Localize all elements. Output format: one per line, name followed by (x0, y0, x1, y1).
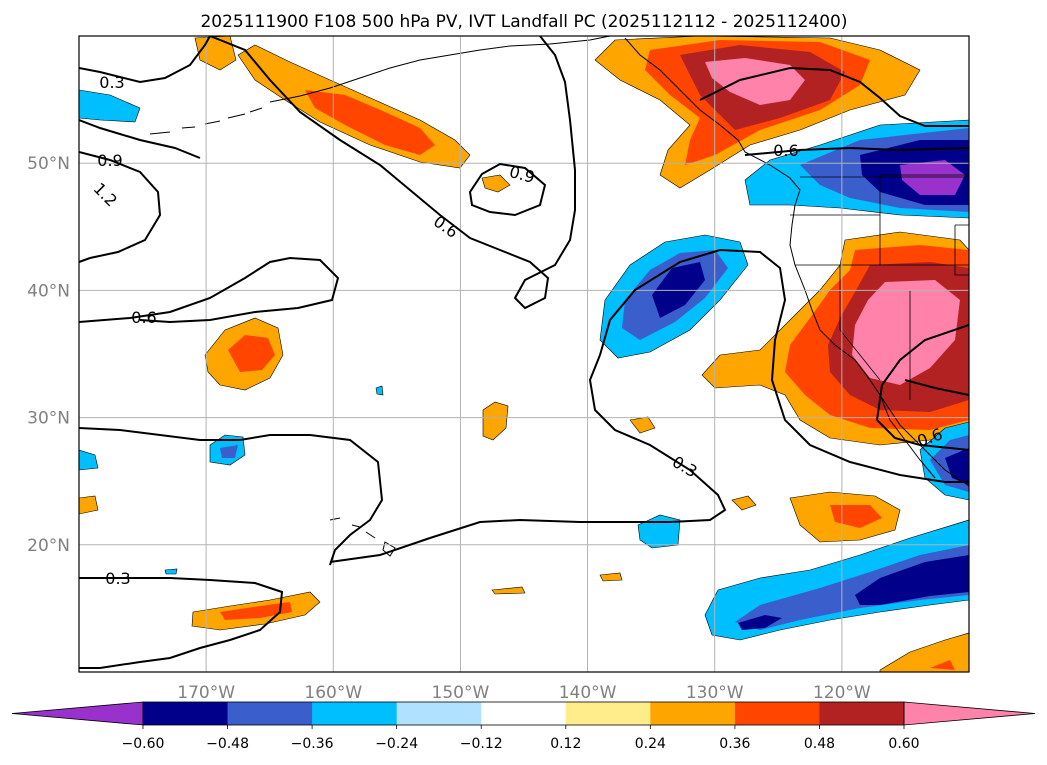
lon-tick-label: 120°W (813, 683, 871, 703)
colorbar-tick-label: −0.60 (122, 736, 165, 752)
mexico-ivt-negative-dark (945, 448, 969, 485)
lat-tick-label: 40°N (27, 281, 70, 301)
gridlines (79, 36, 969, 672)
pv-contour-1.2-west (79, 151, 162, 263)
colorbar-segment (819, 702, 905, 725)
west-edge-ivt-negative (79, 449, 99, 471)
filled-ivt-regions (79, 36, 969, 672)
pv-contour-0.6-pnw (699, 66, 969, 156)
pv-contour-0.3-south (79, 577, 284, 669)
pv-label-south-0.3: 0.3 (105, 569, 130, 588)
colorbar-segment (143, 702, 229, 725)
lon-tick-label: 130°W (686, 683, 744, 703)
california-ivt-positive-core (852, 280, 960, 385)
midocean-ivt-positive-b (481, 174, 511, 193)
bc-coastline (624, 37, 801, 206)
east-ivt-positive-e (731, 495, 757, 511)
west-edge-ivt-positive (79, 495, 99, 515)
tiny-ivt-negative (375, 385, 384, 396)
aleutian-islands (149, 107, 263, 135)
lon-tick-label: 140°W (559, 683, 617, 703)
us-state-borders (790, 174, 969, 400)
se-corner-ivt-positive-core (930, 660, 955, 670)
pv-label-pnw-0.6: 0.6 (773, 141, 798, 160)
colorbar-tick-label: −0.36 (291, 736, 334, 752)
small-ivt-positive-g (491, 586, 526, 595)
lat-tick-label: 50°N (27, 154, 70, 174)
pv-label-west-0.6: 0.6 (131, 308, 156, 327)
colorbar-tick-label: 0.12 (550, 736, 581, 752)
colorbar-tick-label: −0.12 (460, 736, 503, 752)
pv-contour-0.6-main (79, 36, 576, 324)
map-frame (78, 35, 970, 673)
lon-tick-label: 160°W (304, 683, 362, 703)
colorbar-tick-label: −0.48 (206, 736, 249, 752)
alaska-coastline (269, 36, 611, 103)
hawaii-islands (329, 517, 396, 557)
colorbar-tick-label: 0.48 (804, 736, 835, 752)
tropical-ivt-negative-dark-west (738, 615, 782, 630)
colorbar-tick-label: 0.36 (719, 736, 750, 752)
pv-label-west-0.9: 0.9 (97, 151, 122, 170)
colorbar-segment (565, 702, 651, 725)
west-ivt-negative (79, 89, 141, 123)
lat-tick-label: 20°N (27, 536, 70, 556)
colorbar-tick-label: 0.60 (888, 736, 919, 752)
colorbar-frame (142, 701, 905, 726)
tropical-ivt-negative-dark (855, 555, 969, 605)
small-ivt-positive-f (599, 572, 623, 582)
map-panel: 0.3 0.9 1.2 0.6 0.9 0.6 0.6 0.3 0.3 0.6 (78, 35, 970, 673)
pv-contour-0.3-east (329, 248, 969, 563)
colorbar-segment (227, 702, 313, 725)
pv-label-north: 0.3 (99, 73, 124, 92)
pv-contour-0.3-central (79, 427, 384, 566)
latitude-labels: 20°N 30°N 40°N 50°N (27, 154, 70, 556)
pv-contour-0.3-north (79, 36, 211, 84)
colorbar: −0.60 −0.48 −0.36 −0.24 −0.12 0.12 0.24 0.36 0.4… (11, 701, 1036, 752)
colorbar-segment (396, 702, 482, 725)
central-ivt-negative-core (220, 445, 238, 458)
colorbar-tick-label: −0.24 (375, 736, 418, 752)
coastlines (149, 36, 969, 557)
pv-contour-0.9-center (468, 162, 547, 217)
pv-contour-0.6-ca (876, 324, 969, 451)
hawaii-ivt-positive-core (220, 602, 292, 620)
subtropical-ivt-positive-core (228, 335, 275, 372)
colorbar-segment (481, 702, 567, 725)
lon-tick-label: 170°W (177, 683, 235, 703)
us-west-coastline (789, 204, 969, 487)
colorbar-extend-low (11, 701, 144, 726)
pv-contours (79, 36, 969, 669)
lon-tick-label: 150°W (432, 683, 490, 703)
alaska-ivt-positive-core (305, 90, 435, 155)
colorbar-segment (650, 702, 736, 725)
midocean-ivt-positive-a (482, 401, 509, 441)
east-ivt-positive-d-core (830, 505, 882, 528)
colorbar-tick-label: 0.24 (635, 736, 666, 752)
pv-contour-0.9-west (79, 119, 201, 159)
colorbar-segment (312, 702, 398, 725)
chart-title: 2025111900 F108 500 hPa PV, IVT Landfall… (200, 12, 847, 32)
tropical-ivt-negative-mid (735, 545, 969, 630)
lat-tick-label: 30°N (27, 409, 70, 429)
tiny-ivt-negative-b (164, 568, 178, 575)
colorbar-segment (734, 702, 820, 725)
pnw-ivt-negative-core (900, 160, 965, 195)
colorbar-extend-high (903, 701, 1036, 726)
longitude-labels: 170°W 160°W 150°W 140°W 130°W 120°W (177, 683, 871, 703)
